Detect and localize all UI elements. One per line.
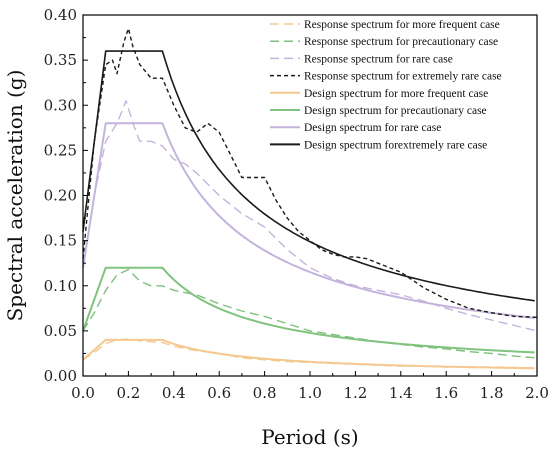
x-tick-label: 0.2	[116, 384, 140, 402]
legend-label-4: Response spectrum for extremely rare cas…	[304, 71, 502, 83]
y-tick-label: 0.15	[44, 232, 77, 250]
y-tick-label: 0.40	[44, 6, 77, 24]
x-tick-label: 1.2	[343, 384, 367, 402]
series-line-6	[82, 266, 535, 354]
x-tick-label: 0.4	[162, 384, 186, 402]
plot-area	[82, 27, 538, 370]
y-axis-title: Spectral acceleration (g)	[3, 70, 27, 322]
legend-label-1: Response spectrum for more frequent case	[304, 19, 500, 31]
plot-frame	[82, 14, 538, 377]
legend-label-2: Response spectrum for precautionary case	[304, 36, 498, 48]
x-tick-label: 1.0	[298, 384, 322, 402]
x-tick-label: 2.0	[525, 384, 549, 402]
series-line-7	[82, 122, 535, 319]
x-tick-label: 1.8	[480, 384, 504, 402]
axes: 0.0 0.2 0.4 0.6 0.8 1.0 1.2 1.4 1.6 1.8 2.0 0.00 0.0…	[44, 6, 549, 402]
y-tick-label: 0.05	[44, 322, 77, 340]
series-line-5	[82, 338, 535, 370]
series-line-2	[82, 268, 538, 359]
x-tick-label: 0.8	[253, 384, 277, 402]
x-tick-label: 1.4	[389, 384, 413, 402]
legend-label-7: Design spectrum for rare case	[304, 122, 441, 134]
series-line-3	[82, 100, 538, 332]
y-tick-label: 0.20	[44, 187, 77, 205]
legend-label-6: Design spectrum for precautionary case	[304, 105, 487, 117]
legend: Response spectrum for more frequent case…	[270, 19, 502, 151]
x-tick-label: 0.0	[71, 384, 95, 402]
legend-label-3: Response spectrum for rare case	[304, 53, 453, 65]
x-tick-label: 1.6	[434, 384, 458, 402]
y-tick-label: 0.25	[44, 141, 77, 159]
legend-label-5: Design spectrum for more frequent case	[304, 88, 488, 100]
x-tick-label: 0.6	[207, 384, 231, 402]
y-tick-label: 0.00	[44, 367, 77, 385]
series-line-1	[82, 338, 538, 369]
y-tick-label: 0.30	[44, 96, 77, 114]
x-axis-title: Period (s)	[261, 425, 358, 449]
y-tick-label: 0.35	[44, 51, 77, 69]
y-tick-label: 0.10	[44, 277, 77, 295]
legend-label-8: Design spectrum forextremely rare case	[304, 139, 487, 151]
